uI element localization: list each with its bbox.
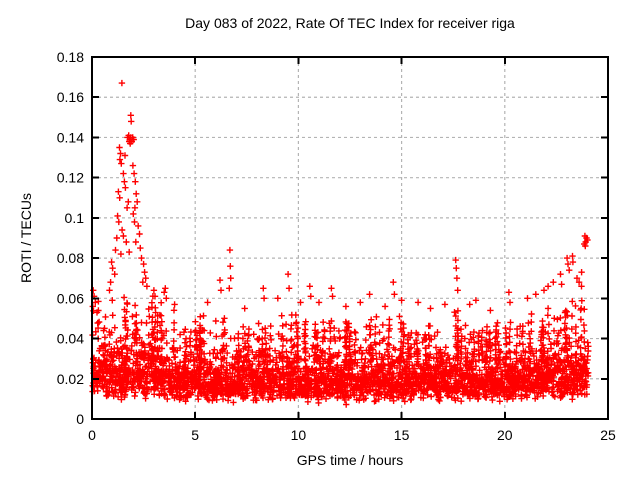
y-tick-label: 0.1 [65, 210, 85, 226]
y-tick-label: 0.08 [57, 250, 84, 266]
x-tick-label: 20 [497, 427, 513, 443]
y-tick-label: 0.06 [57, 290, 84, 306]
y-tick-label: 0.16 [57, 89, 84, 105]
roti-scatter-points [89, 79, 592, 408]
y-tick-label: 0.14 [57, 129, 84, 145]
y-tick-label: 0.04 [57, 331, 84, 347]
y-tick-label: 0.18 [57, 49, 84, 65]
y-tick-label: 0 [76, 411, 84, 427]
y-tick-label: 0.02 [57, 371, 84, 387]
x-tick-label: 10 [291, 427, 307, 443]
x-axis-title: GPS time / hours [296, 452, 404, 468]
y-tick-label: 0.12 [57, 170, 84, 186]
plot-border [91, 56, 609, 420]
chart-title: Day 083 of 2022, Rate Of TEC Index for r… [185, 15, 515, 31]
x-tick-label: 15 [394, 427, 410, 443]
x-tick-label: 5 [191, 427, 199, 443]
x-tick-label: 25 [600, 427, 616, 443]
x-tick-label: 0 [88, 427, 96, 443]
